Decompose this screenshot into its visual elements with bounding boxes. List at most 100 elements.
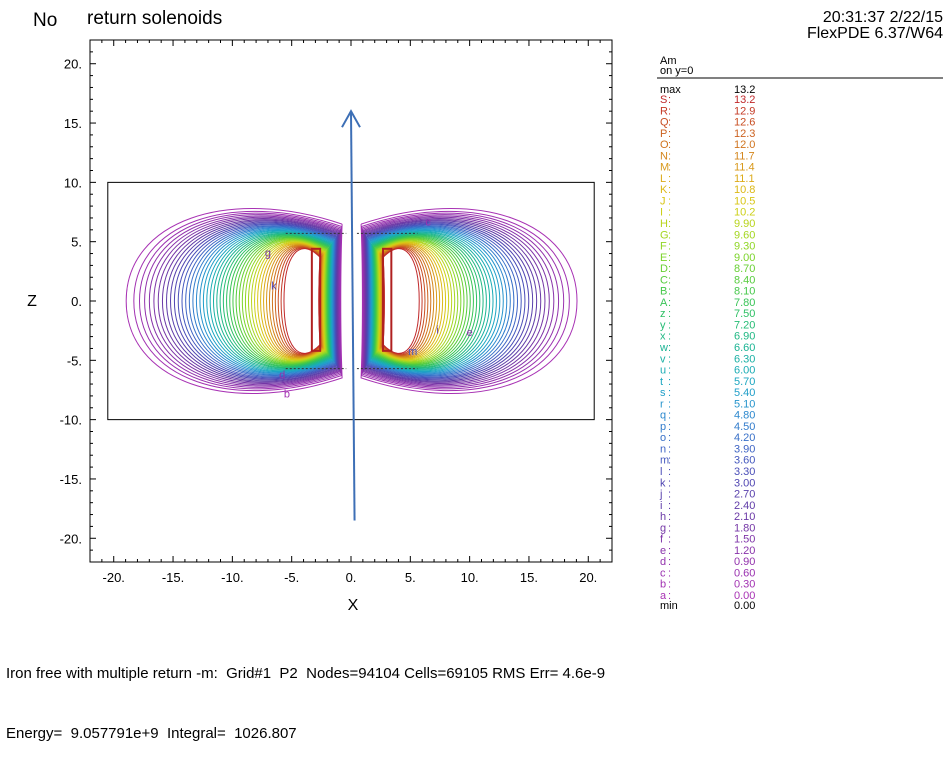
legend-colon: : xyxy=(668,184,671,196)
legend-max-value: 13.2 xyxy=(734,84,755,96)
legend-letter: k xyxy=(660,477,666,489)
contour-line-m xyxy=(181,224,337,378)
contour-line-Q xyxy=(277,246,322,356)
contour-line-F xyxy=(244,239,327,363)
legend-value: 2.10 xyxy=(734,511,755,523)
contour-line-u xyxy=(370,231,494,371)
legend-colon: : xyxy=(668,489,671,501)
contour-line-b xyxy=(361,210,570,392)
legend-colon: : xyxy=(668,455,671,467)
legend-colon: : xyxy=(668,365,671,377)
legend-colon: : xyxy=(668,522,671,534)
legend-max-label: max xyxy=(660,84,681,96)
contour-line-H xyxy=(251,240,326,362)
contour-line-u xyxy=(209,231,333,371)
y-tick-label: 10. xyxy=(64,175,82,190)
legend-letter: R xyxy=(660,105,668,117)
legend-colon: : xyxy=(668,94,671,106)
legend-colon: : xyxy=(668,545,671,557)
contour-label: d xyxy=(279,370,285,382)
axis-ticks xyxy=(89,39,613,563)
contour-line-O xyxy=(271,245,323,357)
legend-letter: i xyxy=(660,500,662,512)
x-tick-label: -5. xyxy=(284,570,299,585)
contour-line-S xyxy=(382,248,420,354)
legend-colon: : xyxy=(668,534,671,546)
contour-label: k xyxy=(271,281,277,293)
contour-line-d xyxy=(144,214,342,388)
legend-value: 11.7 xyxy=(734,150,755,162)
legend-colon: : xyxy=(668,105,671,117)
contour-line-j xyxy=(170,221,339,381)
legend-colon: : xyxy=(668,162,671,174)
contour-line-y xyxy=(372,234,481,368)
legend-colon: : xyxy=(668,511,671,523)
contour-label: m xyxy=(408,346,417,358)
contour-label: i xyxy=(436,324,438,336)
legend-letter: a xyxy=(660,590,667,602)
x-tick-label: -20. xyxy=(103,570,125,585)
contour-line-A xyxy=(229,235,330,367)
legend-value: 0.90 xyxy=(734,556,755,568)
legend-letter: z xyxy=(660,308,666,320)
legend-letter: K xyxy=(660,184,668,196)
legend-letter: b xyxy=(660,579,666,591)
timestamp: 20:31:37 2/22/15 xyxy=(823,9,943,26)
legend-value: 2.70 xyxy=(734,489,755,501)
legend-letter: u xyxy=(660,365,666,377)
legend-value: 9.00 xyxy=(734,252,755,264)
contour-line-K xyxy=(260,242,325,360)
contour-line-e xyxy=(148,215,341,387)
legend-letter: H xyxy=(660,218,668,230)
legend-letter: m xyxy=(660,455,669,467)
legend-value: 9.90 xyxy=(734,218,755,230)
legend-variable: Am xyxy=(660,55,677,67)
legend-colon: : xyxy=(668,173,671,185)
contour-line-H xyxy=(377,240,453,362)
contour-line-J xyxy=(257,242,325,360)
arrow-shaft xyxy=(350,111,356,521)
legend-letter: o xyxy=(660,432,666,444)
legend-letter: w xyxy=(659,342,668,354)
legend-letter: F xyxy=(660,241,667,253)
contour-line-n xyxy=(367,225,519,377)
contour-line-a xyxy=(360,208,578,394)
legend-value: 12.6 xyxy=(734,117,755,129)
contour-lines xyxy=(125,208,578,394)
contour-line-x xyxy=(372,233,484,369)
legend-levels: S: 13.2 R: 12.9 Q: 12.6 P: 12.3 O: 12.0 N: 11.7 M: 11… xyxy=(659,94,755,602)
legend-letter: L xyxy=(660,173,666,185)
legend-colon: : xyxy=(668,263,671,275)
software-version: FlexPDE 6.37/W64 xyxy=(807,25,943,42)
legend-letter: f xyxy=(660,534,664,546)
contour-line-d xyxy=(362,214,560,388)
arrow-head xyxy=(341,109,361,128)
contour-line-J xyxy=(378,242,447,360)
legend-letter: q xyxy=(660,410,666,422)
legend-colon: : xyxy=(668,286,671,298)
legend-letter: N xyxy=(660,150,668,162)
contour-plot: No return solenoids 20:31:37 2/22/15 Fle… xyxy=(27,8,943,614)
x-tick-label: -10. xyxy=(221,570,243,585)
legend-value: 11.1 xyxy=(734,173,755,185)
legend-value: 10.5 xyxy=(734,195,755,207)
contour-line-B xyxy=(374,236,471,366)
legend-letter: l xyxy=(660,466,662,478)
annotation-no: No xyxy=(33,10,57,31)
contour-line-I xyxy=(254,241,326,361)
contour-line-f xyxy=(153,216,341,386)
coil-left xyxy=(310,247,322,352)
x-tick-label: 10. xyxy=(461,570,479,585)
legend-colon: : xyxy=(668,410,671,422)
legend-subtitle: on y=0 xyxy=(660,65,693,77)
legend-value: 7.20 xyxy=(734,319,755,331)
legend-letter: y xyxy=(660,319,666,331)
legend-colon: : xyxy=(668,466,671,478)
chart-title: return solenoids xyxy=(87,8,222,29)
contour-line-e xyxy=(362,215,555,387)
contour-line-r xyxy=(199,228,334,374)
legend-value: 2.40 xyxy=(734,500,755,512)
contour-line-O xyxy=(381,245,432,357)
legend-letter: C xyxy=(660,274,668,286)
legend-colon: : xyxy=(668,500,671,512)
